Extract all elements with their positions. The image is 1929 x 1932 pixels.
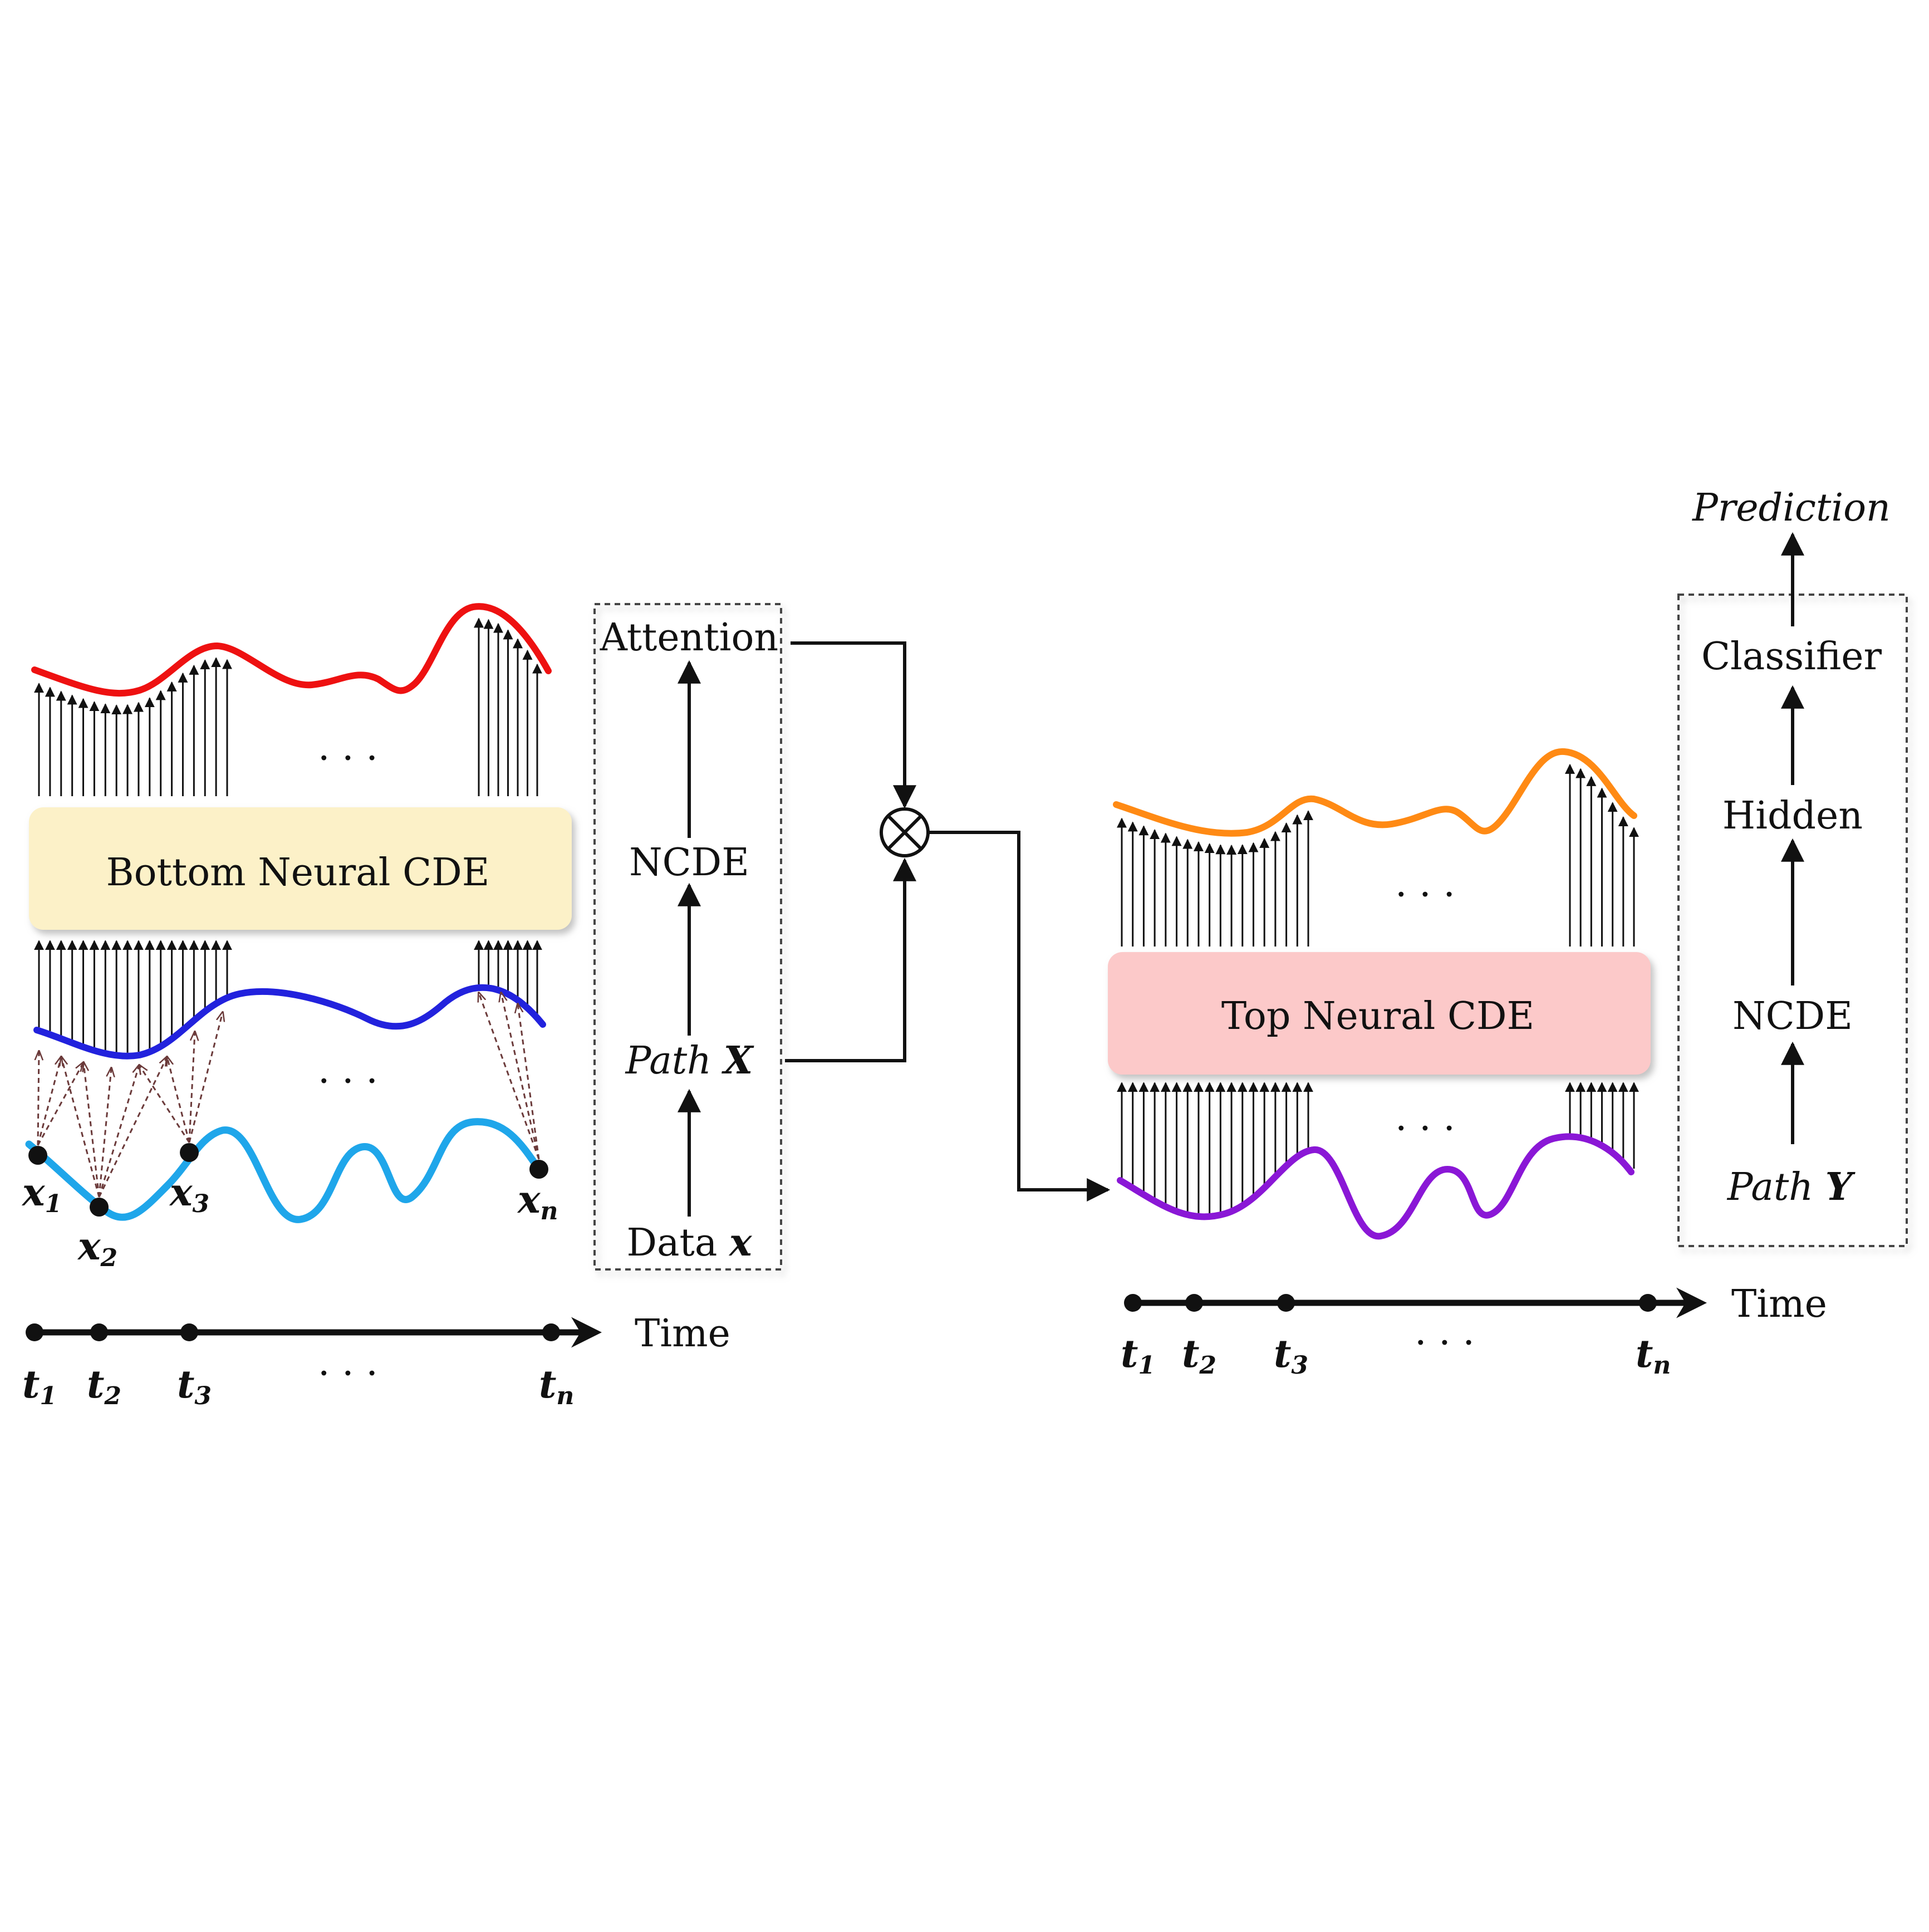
connectors: [785, 641, 1111, 1202]
left-tick-dot-1: [26, 1323, 43, 1341]
left-tick-dot-3: [180, 1323, 198, 1341]
top-neural-cde-label: Top Neural CDE: [1221, 994, 1534, 1038]
dashed-link-10: [167, 1057, 190, 1143]
right-top-ellipsis: · · ·: [1395, 873, 1455, 917]
left-axis-ellipsis: · · ·: [318, 1352, 378, 1396]
dashed-link-11: [188, 1032, 195, 1143]
right-tick-label-tn: tn: [1636, 1332, 1671, 1380]
multiply-node-cross-b: [886, 814, 923, 851]
right-bottom-arrow-field: [1117, 1082, 1639, 1213]
left-middle-ellipsis: · · ·: [318, 1060, 378, 1104]
left-tick-dot-n: [542, 1323, 560, 1341]
orange-output-curve: [1113, 748, 1637, 837]
path-to-mult-connector: [785, 857, 916, 1062]
point-label-x3: x3: [169, 1170, 209, 1218]
dashed-link-1: [38, 1051, 39, 1146]
right-axis-ellipsis: · · ·: [1415, 1321, 1475, 1365]
left-flow-box: Attention NCDE Path X Data x: [593, 603, 782, 1271]
dashed-link-2: [37, 1057, 61, 1146]
left-time-ticks: t1 t2 t3 tn: [22, 1323, 574, 1410]
left-tick-dot-2: [90, 1323, 108, 1341]
prediction-label: Prediction: [1691, 486, 1891, 530]
right-tick-label-t3: t3: [1274, 1332, 1308, 1380]
top-neural-cde-box: [1108, 952, 1651, 1075]
observation-point-x1: [28, 1146, 47, 1165]
lightblue-data-curve: [25, 1118, 543, 1223]
left-tick-label-t1: t1: [22, 1362, 57, 1410]
mult-to-top-cde-connector: [928, 831, 1111, 1202]
dashed-link-6: [98, 1068, 111, 1198]
point-label-x2: x2: [77, 1224, 117, 1272]
attention-label: Attention: [600, 616, 778, 660]
blue-path-curve: [33, 984, 546, 1060]
bottom-neural-cde-box: [29, 807, 572, 930]
left-ncde-label: NCDE: [629, 841, 749, 885]
dashed-link-15: [518, 1004, 540, 1160]
left-top-ellipsis: · · ·: [318, 737, 378, 781]
left-tick-label-tn: tn: [539, 1362, 574, 1410]
left-time-label: Time: [635, 1312, 730, 1356]
right-flow-box: Prediction Classifier Hidden NCDE Path Y: [1677, 486, 1908, 1247]
dashed-link-13: [479, 993, 540, 1160]
right-panel: · · · Top Neural CDE · · · t1 t2 t3 tn Time…: [1108, 748, 1827, 1380]
observation-point-x2: [90, 1198, 109, 1217]
right-time-ticks: t1 t2 t3 tn: [1121, 1294, 1671, 1380]
left-tick-label-t2: t2: [87, 1362, 121, 1410]
dashed-link-12: [188, 1012, 223, 1143]
bottom-neural-cde-label: Bottom Neural CDE: [106, 851, 490, 895]
dashed-link-4: [61, 1057, 100, 1198]
left-tick-label-t3: t3: [177, 1362, 212, 1410]
right-ncde-label: NCDE: [1732, 994, 1853, 1038]
attention-to-mult-connector: [791, 641, 916, 809]
point-label-xn: xn: [517, 1178, 558, 1225]
dashed-link-14: [501, 993, 540, 1160]
right-tick-dot-2: [1185, 1294, 1203, 1312]
right-tick-dot-1: [1124, 1294, 1142, 1312]
right-time-label: Time: [1731, 1282, 1827, 1326]
interpolation-dashed-links: [37, 993, 540, 1198]
hidden-label: Hidden: [1722, 794, 1863, 838]
dashed-link-5: [84, 1062, 100, 1198]
point-label-x1: x1: [21, 1170, 62, 1218]
observation-point-x3: [180, 1143, 199, 1162]
red-output-curve: [31, 603, 552, 697]
path-x-label: Path X: [625, 1038, 754, 1083]
observation-point-labels: x1 x2 x3 xn: [21, 1170, 558, 1272]
observation-point-xn: [529, 1160, 548, 1179]
classifier-label: Classifier: [1701, 635, 1882, 679]
left-bottom-arrow-field: [34, 940, 542, 1053]
left-flow-dashed-frame: [593, 603, 782, 1271]
data-x-label: Data x: [626, 1220, 753, 1265]
dashed-link-8: [98, 1057, 167, 1198]
right-tick-dot-n: [1639, 1294, 1657, 1312]
right-tick-dot-3: [1277, 1294, 1295, 1312]
left-top-arrow-field: [34, 617, 542, 796]
dashed-link-3: [37, 1062, 84, 1146]
right-tick-label-t2: t2: [1182, 1332, 1216, 1380]
right-top-arrow-field: [1117, 763, 1639, 947]
right-middle-ellipsis: · · ·: [1395, 1107, 1455, 1151]
dashed-link-9: [139, 1065, 190, 1143]
path-y-label: Path Y: [1726, 1165, 1856, 1209]
left-panel: · · · Bottom Neural CDE · · · x1 x2 x3 xn t…: [21, 603, 730, 1410]
right-tick-label-t1: t1: [1121, 1332, 1155, 1380]
purple-path-curve: [1117, 1133, 1635, 1240]
